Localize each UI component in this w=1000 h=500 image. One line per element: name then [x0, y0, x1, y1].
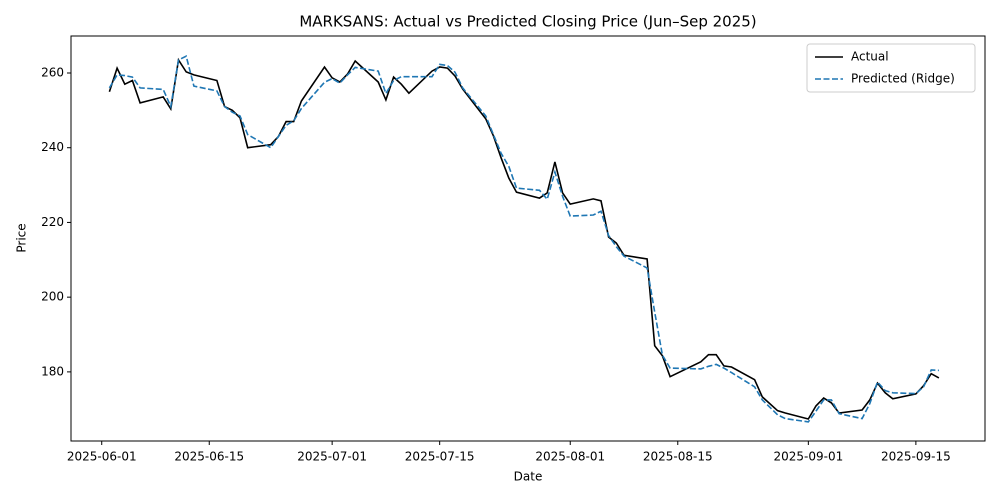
- legend-label: Actual: [851, 50, 889, 64]
- x-tick-label: 2025-07-15: [405, 450, 475, 464]
- legend-box: [806, 43, 976, 93]
- y-tick-label: 180: [41, 364, 64, 378]
- x-tick-label: 2025-08-01: [535, 450, 605, 464]
- x-tick-label: 2025-06-01: [67, 450, 137, 464]
- line-series: [108, 55, 939, 423]
- x-tick-label: 2025-09-15: [881, 450, 951, 464]
- y-tick-label: 200: [41, 290, 64, 304]
- x-tick-label: 2025-06-15: [174, 450, 244, 464]
- legend-label: Predicted (Ridge): [851, 72, 955, 86]
- line-series: [108, 57, 940, 420]
- x-axis-label: Date: [514, 470, 543, 484]
- y-axis-label: Price: [15, 223, 29, 252]
- x-tick-label: 2025-08-15: [643, 450, 713, 464]
- y-tick-label: 240: [41, 140, 64, 154]
- x-tick-label: 2025-07-01: [297, 450, 367, 464]
- plot-frame: [70, 35, 986, 442]
- x-tick-label: 2025-09-01: [773, 450, 843, 464]
- y-tick-label: 260: [41, 65, 64, 79]
- y-tick-label: 220: [41, 215, 64, 229]
- chart-title: MARKSANS: Actual vs Predicted Closing Pr…: [299, 13, 756, 31]
